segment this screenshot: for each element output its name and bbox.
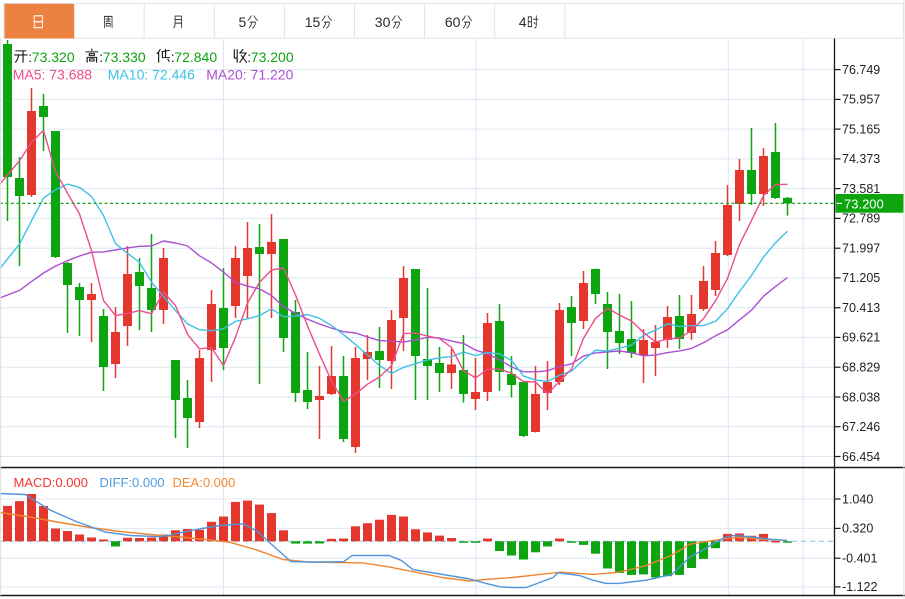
svg-text:-0.401: -0.401 (842, 552, 877, 566)
svg-text:0.320: 0.320 (842, 522, 873, 536)
svg-text:75.957: 75.957 (842, 93, 880, 107)
svg-text:73.581: 73.581 (842, 182, 880, 196)
svg-text:68.829: 68.829 (842, 361, 880, 375)
svg-text:73.330: 73.330 (103, 49, 146, 65)
svg-text:75.165: 75.165 (842, 122, 880, 136)
svg-text:66.454: 66.454 (842, 450, 880, 464)
svg-text:DIFF:0.000: DIFF:0.000 (100, 475, 165, 490)
svg-text:76.749: 76.749 (842, 63, 880, 77)
svg-text:DEA:0.000: DEA:0.000 (173, 475, 236, 490)
svg-text:15: 15 (305, 14, 321, 30)
svg-text:60: 60 (445, 14, 461, 30)
svg-text:73.200: 73.200 (251, 49, 294, 65)
svg-text:30: 30 (375, 14, 391, 30)
svg-text:MA5: 73.688: MA5: 73.688 (13, 67, 93, 83)
svg-text:71.205: 71.205 (842, 271, 880, 285)
svg-text::: : (28, 49, 32, 65)
svg-text:1.040: 1.040 (842, 492, 873, 506)
svg-text:MA20: 71.220: MA20: 71.220 (206, 67, 293, 83)
svg-text:MACD:0.000: MACD:0.000 (14, 475, 88, 490)
svg-text:71.997: 71.997 (842, 242, 880, 256)
svg-text::: : (171, 49, 175, 65)
svg-text:4: 4 (519, 14, 527, 30)
svg-text:-1.122: -1.122 (842, 580, 877, 594)
svg-text::: : (99, 49, 103, 65)
svg-text:70.413: 70.413 (842, 301, 880, 315)
svg-text:72.789: 72.789 (842, 212, 880, 226)
svg-text:67.246: 67.246 (842, 420, 880, 434)
svg-text:74.373: 74.373 (842, 152, 880, 166)
svg-text:72.840: 72.840 (174, 49, 217, 65)
svg-text:73.200: 73.200 (844, 196, 884, 211)
svg-text:5: 5 (239, 14, 247, 30)
svg-text:69.621: 69.621 (842, 331, 880, 345)
svg-text:MA10: 72.446: MA10: 72.446 (108, 67, 195, 83)
svg-text:68.038: 68.038 (842, 390, 880, 404)
svg-text::: : (247, 49, 251, 65)
svg-text:73.320: 73.320 (32, 49, 75, 65)
